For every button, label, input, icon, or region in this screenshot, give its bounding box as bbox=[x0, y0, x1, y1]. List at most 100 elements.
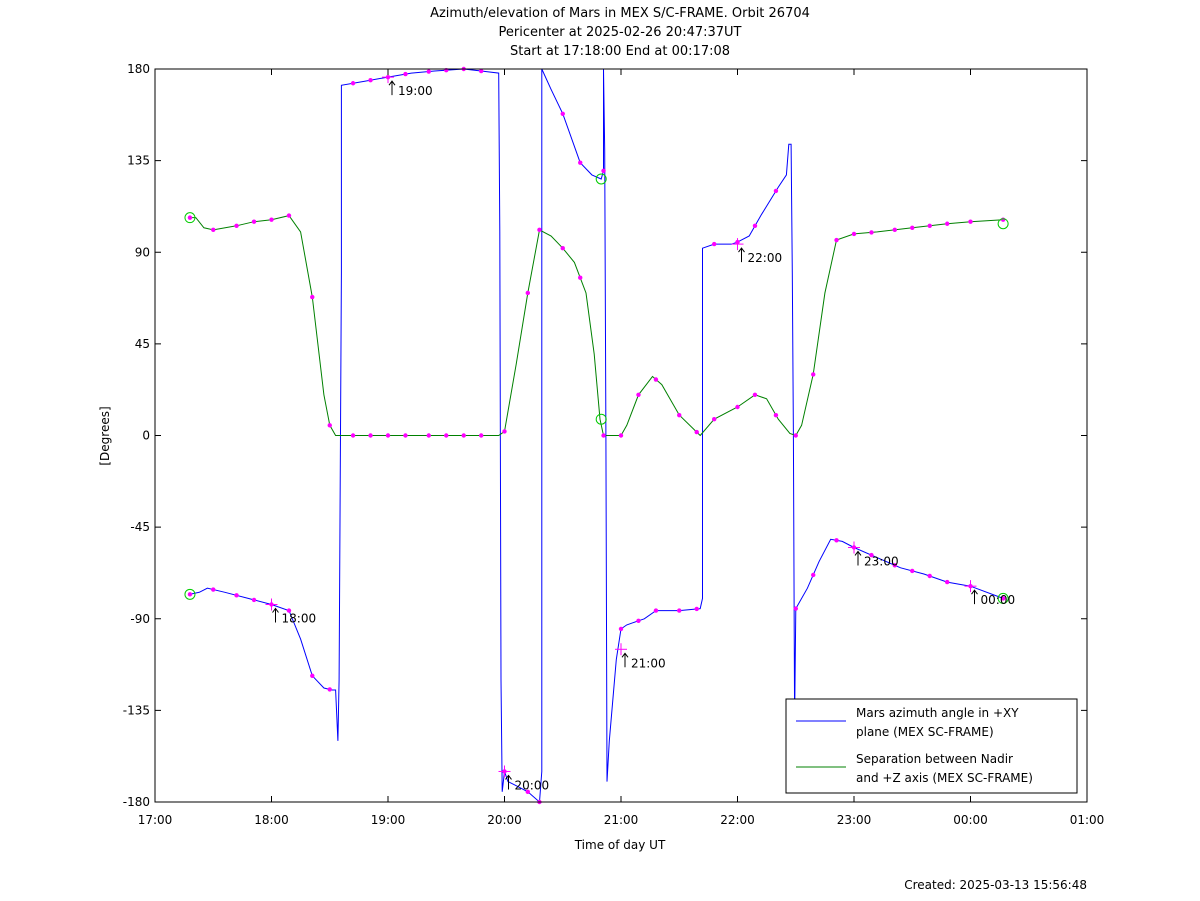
data-marker bbox=[578, 275, 583, 280]
data-marker bbox=[525, 290, 530, 296]
data-marker bbox=[892, 227, 897, 233]
data-marker bbox=[461, 433, 466, 438]
hour-label: 21:00 bbox=[631, 656, 666, 670]
data-marker bbox=[211, 227, 216, 233]
data-marker bbox=[694, 606, 699, 612]
legend-label: plane (MEX SC-FRAME) bbox=[856, 725, 994, 739]
data-marker bbox=[677, 412, 682, 418]
data-marker bbox=[811, 572, 816, 578]
data-marker bbox=[251, 219, 257, 224]
hour-arrow-head bbox=[388, 80, 396, 86]
x-tick-label: 00:00 bbox=[953, 813, 988, 827]
hour-label: 18:00 bbox=[282, 611, 317, 625]
data-marker bbox=[560, 245, 565, 251]
hour-label: 20:00 bbox=[515, 778, 550, 792]
data-marker bbox=[601, 168, 606, 174]
data-marker bbox=[537, 227, 542, 233]
hour-label: 00:00 bbox=[981, 593, 1016, 607]
data-marker bbox=[502, 429, 507, 434]
data-marker bbox=[694, 429, 699, 435]
data-marker bbox=[712, 241, 717, 247]
hour-label: 19:00 bbox=[398, 84, 433, 98]
data-marker bbox=[234, 223, 239, 228]
hour-label: 23:00 bbox=[864, 554, 899, 568]
data-marker bbox=[653, 608, 659, 613]
data-marker bbox=[811, 372, 816, 377]
endpoint-circle bbox=[184, 588, 196, 600]
y-tick-label: -90 bbox=[130, 612, 150, 626]
data-marker bbox=[368, 77, 373, 83]
data-marker bbox=[927, 223, 932, 228]
x-axis-label: Time of day UT bbox=[574, 838, 666, 852]
x-tick-label: 20:00 bbox=[487, 813, 522, 827]
data-marker bbox=[269, 217, 274, 222]
data-marker bbox=[187, 215, 193, 220]
endpoint-circle bbox=[595, 173, 607, 185]
data-marker bbox=[426, 69, 431, 74]
data-marker bbox=[403, 71, 408, 77]
data-marker bbox=[403, 433, 408, 438]
data-marker bbox=[327, 423, 332, 428]
data-marker bbox=[1000, 217, 1006, 222]
data-marker bbox=[187, 592, 193, 597]
legend-box bbox=[785, 698, 1078, 794]
data-marker bbox=[910, 568, 915, 574]
data-marker bbox=[927, 573, 932, 579]
x-tick-label: 18:00 bbox=[254, 813, 289, 827]
data-marker bbox=[793, 433, 798, 438]
x-tick-label: 21:00 bbox=[604, 813, 639, 827]
hour-arrow-head bbox=[621, 652, 629, 658]
data-marker bbox=[560, 111, 565, 116]
data-marker bbox=[251, 597, 257, 603]
data-marker bbox=[385, 433, 391, 438]
data-marker bbox=[368, 433, 373, 438]
axes: 17:00 18:00 19:00 20:00 21:00 22:00 23:00 00:00… bbox=[123, 62, 1105, 827]
y-tick-label: -45 bbox=[130, 520, 150, 534]
x-tick-label: 17:00 bbox=[138, 813, 173, 827]
data-marker bbox=[735, 404, 740, 410]
marker-group: 18:00 19:00 20:00 21:00 22:00 23:00 00:00 bbox=[184, 66, 1016, 805]
data-marker bbox=[834, 538, 839, 543]
hour-label: 22:00 bbox=[748, 251, 783, 265]
data-marker bbox=[892, 563, 897, 568]
data-marker bbox=[350, 433, 356, 438]
chart-title-line-1: Azimuth/elevation of Mars in MEX S/C-FRA… bbox=[430, 6, 810, 21]
legend: Mars azimuth angle in +XY plane (MEX SC-F… bbox=[785, 698, 1078, 794]
data-marker bbox=[310, 294, 315, 300]
data-marker bbox=[869, 552, 874, 558]
data-marker bbox=[444, 433, 449, 438]
data-marker bbox=[310, 673, 315, 678]
data-marker bbox=[773, 412, 779, 418]
data-marker bbox=[945, 579, 950, 585]
data-marker bbox=[910, 225, 915, 231]
data-marker bbox=[578, 160, 583, 165]
data-marker bbox=[834, 237, 839, 243]
data-marker bbox=[712, 417, 717, 422]
data-marker bbox=[636, 392, 641, 397]
data-marker bbox=[286, 213, 292, 218]
chart-title-line-2: Pericenter at 2025-02-26 20:47:37UT bbox=[498, 25, 741, 40]
data-marker bbox=[601, 433, 606, 438]
data-marker bbox=[1000, 596, 1006, 601]
hour-arrow-head bbox=[272, 607, 279, 613]
data-marker bbox=[653, 377, 659, 382]
chart-title-line-3: Start at 17:18:00 End at 00:17:08 bbox=[510, 44, 730, 59]
y-tick-label: 0 bbox=[142, 429, 150, 443]
data-marker bbox=[479, 433, 484, 438]
data-marker bbox=[618, 626, 624, 632]
data-marker bbox=[525, 789, 530, 795]
data-marker bbox=[211, 587, 216, 592]
x-tick-label: 23:00 bbox=[837, 813, 872, 827]
y-axis-label: [Degrees] bbox=[98, 406, 112, 465]
data-marker bbox=[618, 433, 624, 438]
y-tick-label: -180 bbox=[123, 795, 150, 809]
data-marker bbox=[350, 81, 356, 86]
created-annotation: Created: 2025-03-13 15:56:48 bbox=[904, 878, 1087, 892]
data-marker bbox=[234, 593, 239, 598]
endpoint-circle bbox=[997, 592, 1009, 604]
endpoint-circle bbox=[997, 218, 1009, 230]
data-marker bbox=[636, 618, 641, 623]
data-marker bbox=[426, 433, 431, 438]
hour-arrow-head bbox=[854, 550, 862, 556]
